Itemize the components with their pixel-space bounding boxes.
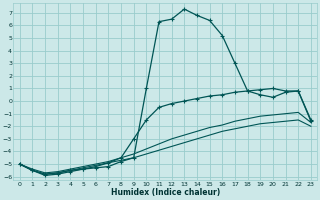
X-axis label: Humidex (Indice chaleur): Humidex (Indice chaleur) (111, 188, 220, 197)
